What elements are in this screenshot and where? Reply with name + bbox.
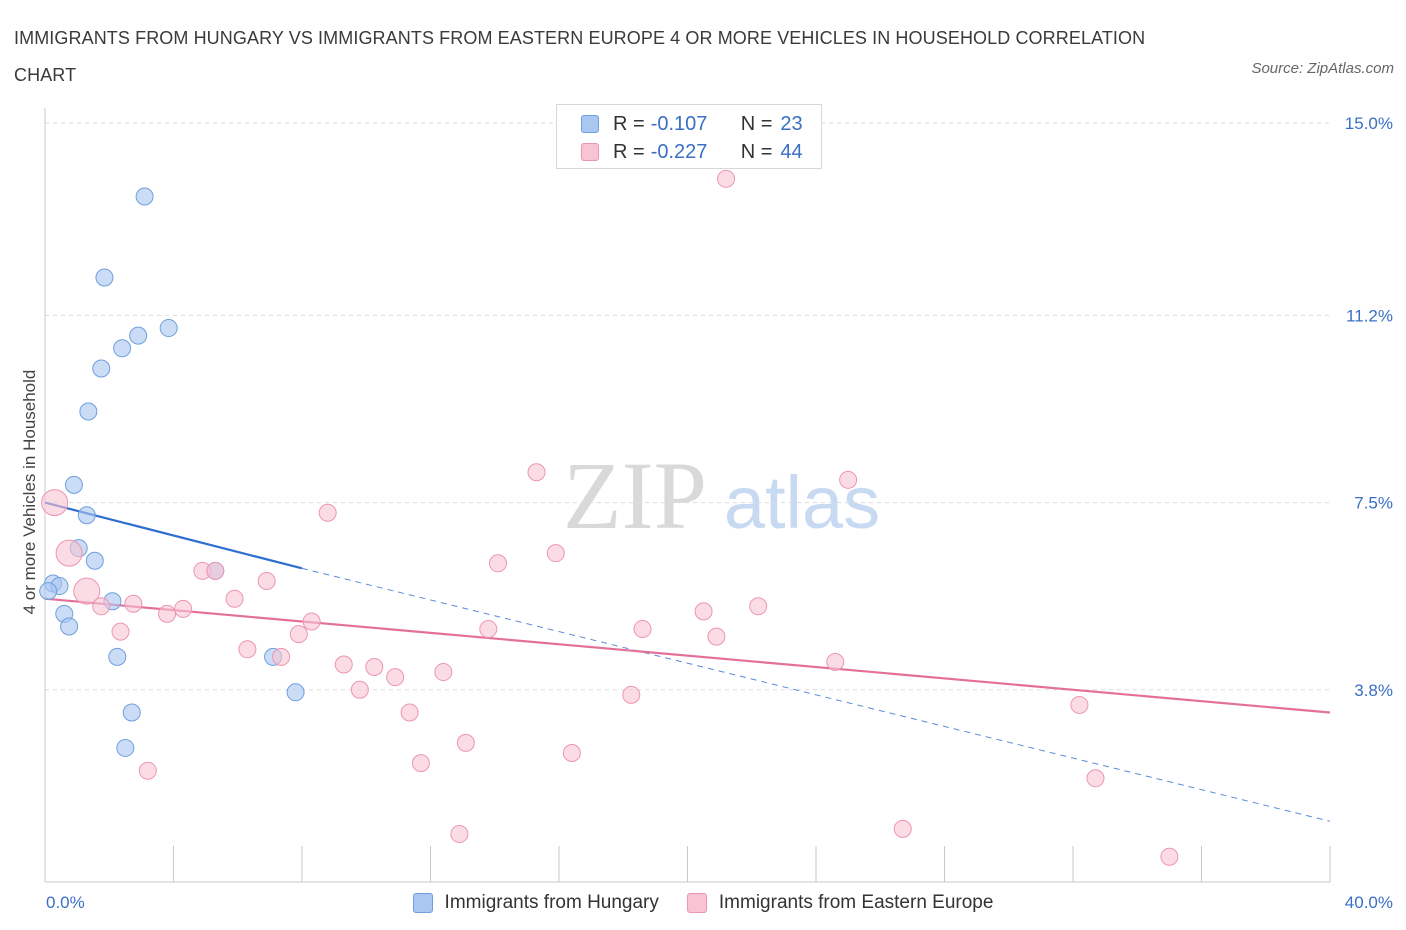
scatter-points — [39, 169, 1179, 866]
point-hungary — [108, 647, 127, 666]
legend-n-label: N = — [740, 140, 773, 163]
y-tick-label: 11.2% — [1346, 306, 1393, 325]
point-eastern-europe — [1160, 847, 1179, 866]
point-eastern-europe — [257, 572, 276, 590]
point-eastern-europe — [1086, 769, 1105, 788]
point-eastern-europe — [717, 169, 736, 188]
point-eastern-europe — [124, 594, 143, 613]
point-eastern-europe — [158, 604, 177, 623]
point-hungary — [286, 683, 305, 702]
legend-swatch-eastern-europe — [581, 143, 599, 161]
point-eastern-europe — [400, 703, 419, 722]
series-label-eastern-europe: Immigrants from Eastern Europe — [718, 892, 994, 913]
tick-labels: 3.8% 7.5% 11.2% 15.0% 0.0% 40.0% — [46, 114, 1393, 912]
point-eastern-europe — [622, 685, 641, 704]
point-eastern-europe — [111, 622, 130, 641]
point-eastern-europe — [839, 470, 858, 489]
legend-row-eastern-europe: R = -0.227 N = 44 — [581, 140, 803, 164]
point-eastern-europe — [272, 647, 291, 666]
point-eastern-europe — [450, 824, 469, 843]
point-eastern-europe — [92, 597, 111, 616]
point-eastern-europe — [318, 503, 337, 522]
point-hungary — [129, 326, 148, 345]
point-eastern-europe — [302, 612, 321, 631]
point-eastern-europe — [365, 658, 384, 676]
series-legend-item-eastern-europe[interactable]: Immigrants from Eastern Europe — [686, 892, 994, 914]
point-eastern-europe — [73, 577, 101, 605]
point-eastern-europe — [386, 668, 405, 687]
point-eastern-europe — [1070, 695, 1089, 714]
watermark-zip: ZIP — [563, 442, 707, 549]
chart-title: IMMIGRANTS FROM HUNGARY VS IMMIGRANTS FR… — [14, 28, 1146, 85]
point-hungary — [113, 339, 132, 358]
point-eastern-europe — [546, 544, 565, 563]
point-eastern-europe — [411, 754, 430, 773]
point-hungary — [64, 475, 83, 494]
legend-r-label: R = — [613, 112, 645, 135]
x-tick-label-max: 40.0% — [1345, 893, 1393, 912]
legend-row-hungary: R = -0.107 N = 23 — [581, 112, 803, 136]
legend-r-label: R = — [613, 140, 645, 163]
point-eastern-europe — [893, 819, 912, 838]
point-eastern-europe — [55, 539, 83, 567]
point-eastern-europe — [826, 652, 845, 671]
y-tick-label: 15.0% — [1345, 114, 1393, 133]
point-hungary — [116, 738, 135, 757]
legend-r-value: -0.107 — [650, 112, 708, 135]
point-eastern-europe — [562, 744, 581, 762]
point-eastern-europe — [749, 597, 768, 616]
y-tick-label: 3.8% — [1354, 681, 1393, 700]
legend-r-value: -0.227 — [650, 140, 708, 163]
point-eastern-europe — [225, 589, 244, 608]
point-eastern-europe — [434, 663, 453, 682]
point-eastern-europe — [633, 620, 652, 639]
trend-line-hungary-extrapolated — [301, 567, 1331, 822]
series-legend-item-hungary[interactable]: Immigrants from Hungary — [412, 892, 659, 914]
point-hungary — [159, 319, 178, 338]
point-eastern-europe — [238, 640, 257, 659]
series-legend: Immigrants from Hungary Immigrants from … — [0, 890, 1406, 916]
watermark: ZIP atlas — [563, 442, 880, 549]
trend-lines — [44, 501, 1331, 822]
point-hungary — [92, 359, 111, 378]
point-eastern-europe — [707, 627, 726, 646]
series-label-hungary: Immigrants from Hungary — [444, 892, 659, 913]
point-eastern-europe — [479, 620, 498, 639]
point-eastern-europe — [694, 602, 713, 621]
series-swatch-hungary — [412, 893, 433, 913]
legend-n-label: N = — [740, 112, 773, 135]
point-eastern-europe — [456, 733, 475, 752]
point-eastern-europe — [138, 761, 157, 780]
point-eastern-europe — [206, 561, 225, 580]
trend-line-eastern-europe — [44, 597, 1331, 714]
point-hungary — [77, 506, 96, 525]
point-hungary — [135, 187, 154, 206]
point-eastern-europe — [527, 463, 546, 482]
y-axis-label: 4 or more Vehicles in Household — [20, 369, 39, 615]
series-swatch-eastern-europe — [686, 893, 707, 913]
point-hungary — [60, 617, 79, 636]
source-note: Source: ZipAtlas.com — [1251, 60, 1394, 77]
point-hungary — [39, 582, 58, 601]
point-hungary — [122, 703, 141, 722]
point-eastern-europe — [41, 489, 69, 517]
point-eastern-europe — [334, 655, 353, 674]
point-hungary — [79, 402, 98, 421]
correlation-legend: R = -0.107 N = 23 R = -0.227 N = 44 — [556, 104, 822, 169]
point-eastern-europe — [350, 680, 369, 699]
legend-n-value: 23 — [780, 112, 803, 135]
point-eastern-europe — [174, 599, 193, 618]
point-eastern-europe — [289, 625, 308, 644]
point-hungary — [85, 551, 104, 570]
point-hungary — [95, 268, 114, 287]
x-tick-label-min: 0.0% — [46, 893, 85, 912]
legend-n-value: 44 — [780, 140, 803, 163]
legend-swatch-hungary — [581, 115, 599, 133]
point-eastern-europe — [488, 554, 507, 573]
y-tick-label: 7.5% — [1354, 494, 1393, 513]
